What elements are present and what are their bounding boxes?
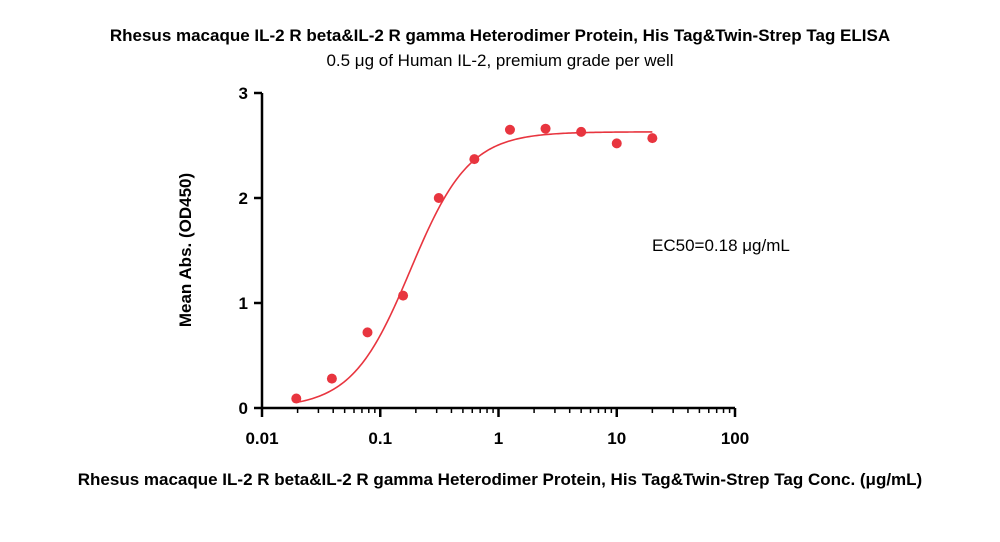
data-point: [433, 193, 444, 203]
x-tick-label: 100: [721, 429, 749, 448]
data-point: [291, 393, 302, 404]
x-tick-label: 0.01: [245, 429, 278, 448]
data-point: [326, 373, 337, 384]
x-tick-label: 1: [494, 429, 503, 448]
fit-curve-layer: [296, 131, 653, 404]
data-point: [362, 327, 373, 338]
data-point: [647, 133, 658, 144]
y-tick-label: 3: [239, 84, 248, 103]
y-axis-label: Mean Abs. (OD450): [176, 173, 195, 327]
chart-title: Rhesus macaque IL-2 R beta&IL-2 R gamma …: [109, 26, 891, 45]
data-points-layer: [291, 123, 658, 404]
y-tick-label: 0: [239, 399, 248, 418]
chart-subtitle: 0.5 μg of Human IL-2, premium grade per …: [326, 51, 674, 70]
data-point: [576, 126, 587, 137]
x-axis-label: Rhesus macaque IL-2 R beta&IL-2 R gamma …: [77, 470, 923, 489]
data-point: [611, 138, 622, 149]
x-tick-label: 0.1: [368, 429, 392, 448]
data-point: [504, 124, 515, 135]
y-tick-label: 2: [239, 189, 248, 208]
data-point: [540, 123, 551, 134]
data-point: [398, 290, 409, 301]
fit-curve: [296, 131, 653, 404]
axes: 0 1 2 3 0.01 0.1 1 10 100: [239, 84, 750, 448]
data-point: [469, 154, 480, 165]
x-tick-label: 10: [607, 429, 626, 448]
y-tick-label: 1: [239, 294, 248, 313]
ec50-annotation: EC50=0.18 μg/mL: [652, 236, 790, 255]
